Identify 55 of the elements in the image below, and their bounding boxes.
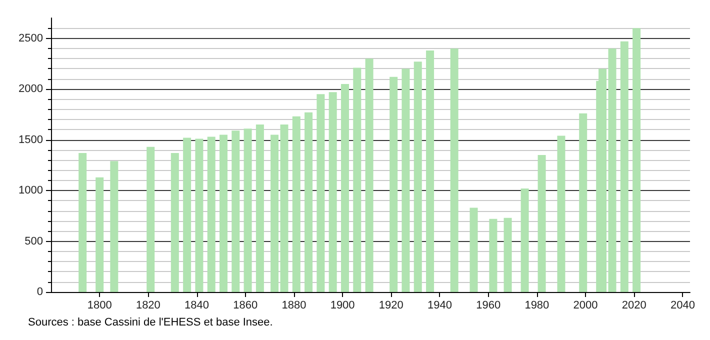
bar xyxy=(170,152,179,292)
bar xyxy=(632,28,641,292)
bar xyxy=(557,136,566,292)
bar xyxy=(608,48,616,292)
bar xyxy=(504,218,512,292)
bar xyxy=(450,48,458,292)
x-tick-label: 1920 xyxy=(378,300,404,312)
x-tick-label: 1800 xyxy=(87,300,112,312)
bar xyxy=(195,138,204,292)
bar xyxy=(426,50,434,292)
bar xyxy=(579,113,588,292)
bar xyxy=(220,134,228,292)
bar xyxy=(146,146,155,292)
bar xyxy=(232,130,240,292)
bar xyxy=(538,155,546,292)
x-tick-label: 1960 xyxy=(476,300,501,312)
x-tick-label: 1980 xyxy=(524,300,550,312)
bar xyxy=(328,92,337,292)
x-tick-label: 1820 xyxy=(136,300,160,312)
x-tick-label: 2020 xyxy=(622,300,646,312)
x-tick-label: 2000 xyxy=(573,300,598,312)
bar xyxy=(520,188,529,292)
bar xyxy=(340,84,349,292)
x-tick-label: 2040 xyxy=(670,300,695,312)
bar xyxy=(183,138,192,292)
x-tick-label: 1880 xyxy=(282,300,306,312)
y-tick-label: 0 xyxy=(36,286,43,298)
bar xyxy=(244,128,252,292)
bar xyxy=(489,218,498,292)
x-tick-label: 1900 xyxy=(330,300,355,312)
x-tick-label: 1840 xyxy=(184,300,210,312)
bar xyxy=(304,112,313,292)
x-tick-label: 1860 xyxy=(233,300,258,312)
bar xyxy=(620,41,628,292)
y-tick-label: 1000 xyxy=(18,184,43,197)
x-tick-label: 1940 xyxy=(428,300,452,312)
bar xyxy=(402,68,410,292)
y-tick-label: 1500 xyxy=(18,134,43,146)
bar xyxy=(365,58,374,292)
bar xyxy=(353,68,362,292)
bar xyxy=(292,116,300,292)
bar xyxy=(256,124,264,292)
source-note: Sources : base Cassini de l'EHESS et base Insee. xyxy=(28,316,273,328)
bar xyxy=(110,161,118,292)
bar xyxy=(96,177,104,292)
bar xyxy=(414,62,422,292)
bar xyxy=(598,68,607,292)
bar xyxy=(78,152,87,292)
bar xyxy=(207,136,216,292)
bar xyxy=(316,94,325,292)
bar xyxy=(470,208,478,292)
y-tick-label: 2000 xyxy=(18,83,43,96)
y-tick-label: 500 xyxy=(24,235,43,248)
y-tick-label: 2500 xyxy=(18,32,43,44)
bar xyxy=(390,76,398,292)
